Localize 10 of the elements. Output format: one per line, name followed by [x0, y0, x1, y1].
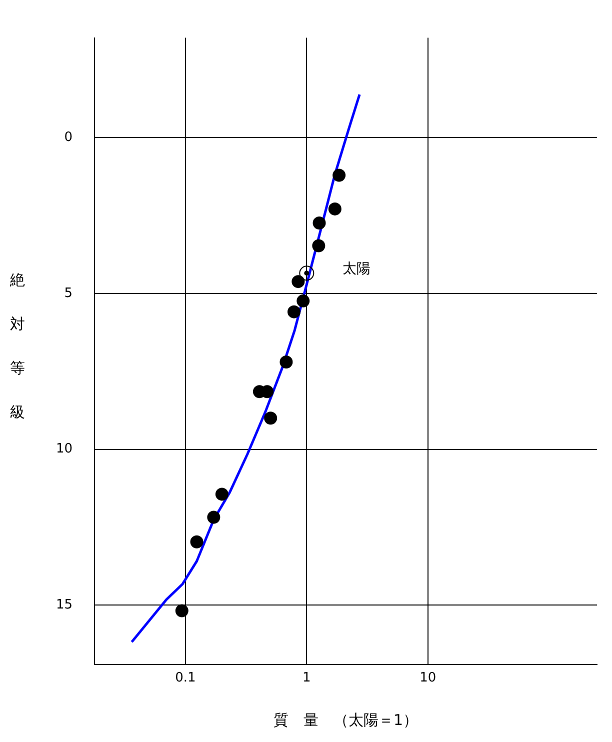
x-tick-label: 1 — [302, 670, 311, 686]
y-tick-label: 5 — [64, 286, 73, 301]
y-tick-label: 0 — [64, 130, 73, 145]
y-tick-label: 15 — [56, 598, 73, 613]
annotation: 太陽 — [342, 260, 371, 277]
text: 絶対等級 — [10, 271, 25, 421]
x-tick-label: 10 — [420, 670, 436, 686]
x-tick-label: 0.1 — [175, 670, 196, 686]
x-axis-title: 質 量 （太陽＝1） — [274, 710, 418, 729]
y-tick-label: 10 — [56, 442, 73, 457]
